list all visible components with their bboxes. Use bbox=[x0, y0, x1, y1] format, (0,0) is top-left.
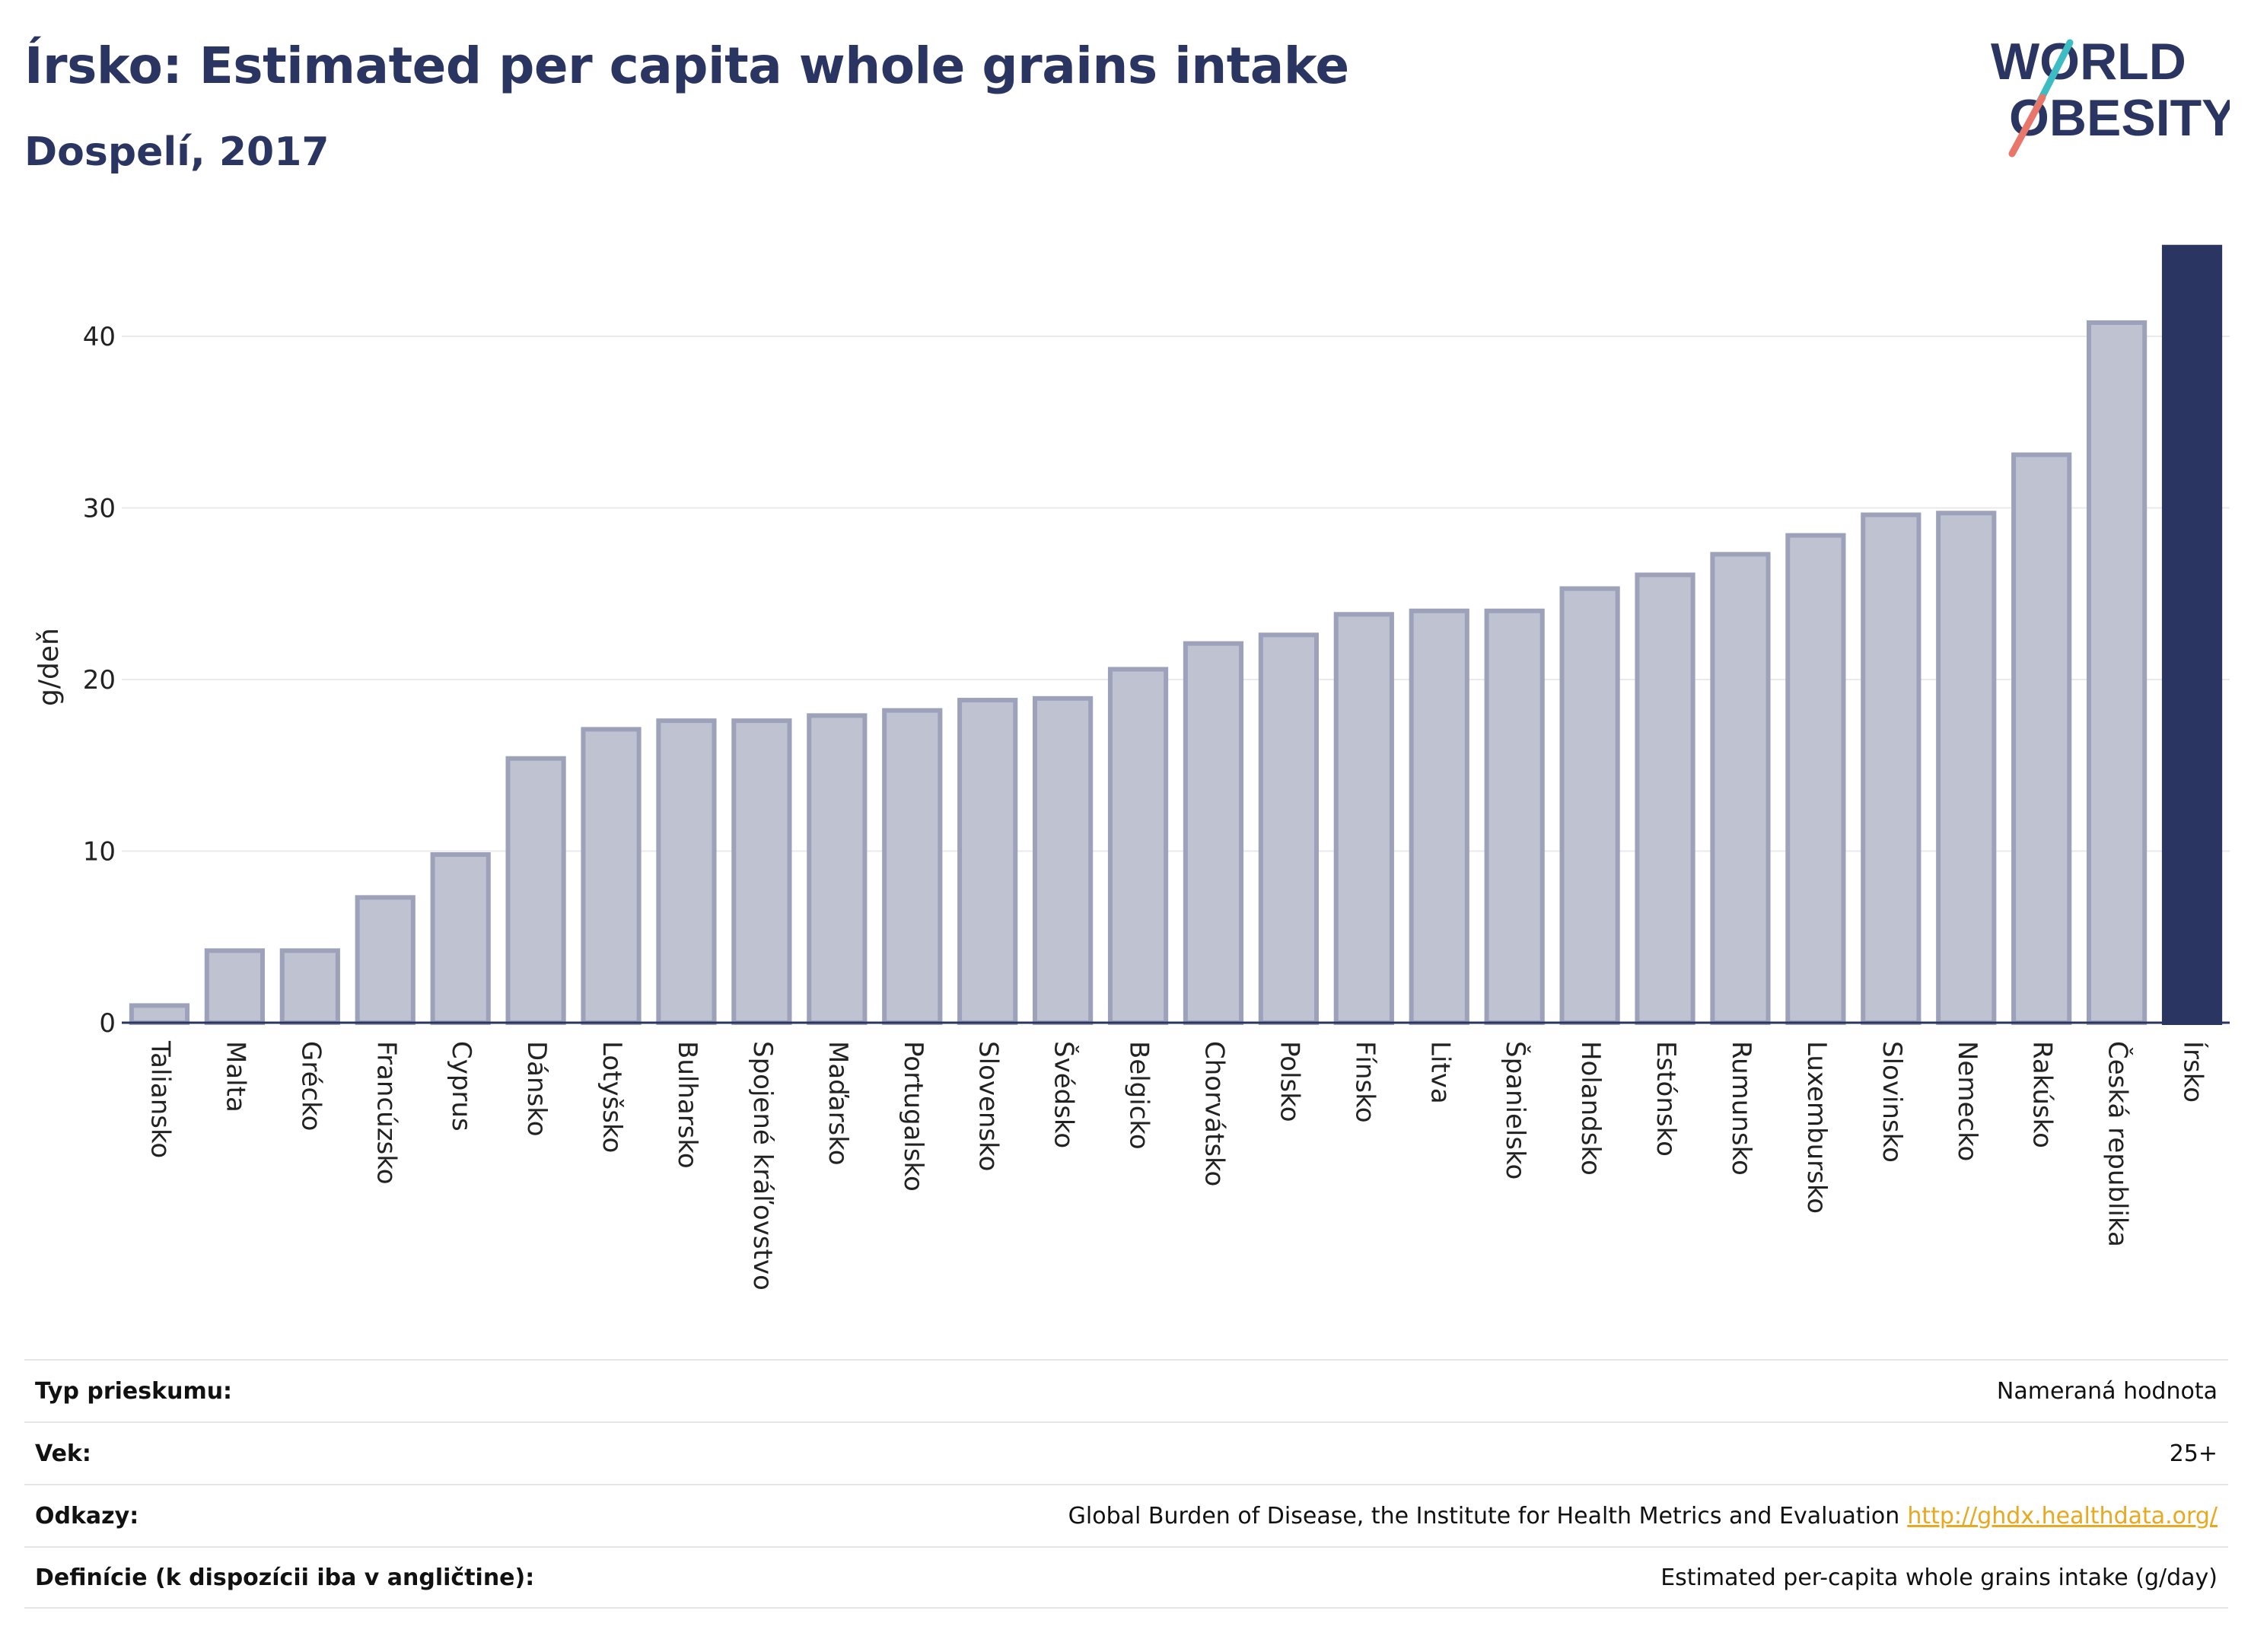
bar-Luxembursko bbox=[1785, 533, 1846, 1025]
bar-Švédsko bbox=[1033, 695, 1094, 1025]
info-key: Definície (k dispozícii iba v angličtine… bbox=[35, 1564, 535, 1591]
x-category-label: Slovensko bbox=[973, 1041, 1004, 1171]
bar-Fínsko bbox=[1333, 612, 1394, 1025]
x-category-label: Slovinsko bbox=[1877, 1041, 1907, 1163]
x-category-label: Francúzsko bbox=[371, 1041, 401, 1185]
x-category-label: Portugalsko bbox=[898, 1041, 928, 1192]
info-row: Typ prieskumu: Nameraná hodnota bbox=[24, 1359, 2228, 1421]
x-category-label: Estónsko bbox=[1651, 1041, 1681, 1157]
bar-Spojené kráľovstvo bbox=[731, 718, 792, 1025]
x-category-label: Španielsko bbox=[1500, 1041, 1531, 1179]
x-category-label: Cyprus bbox=[446, 1041, 476, 1132]
bar-Lotyšsko bbox=[581, 727, 642, 1026]
x-category-label: Švédsko bbox=[1049, 1041, 1080, 1148]
bar-Portugalsko bbox=[882, 708, 943, 1026]
bar-Bulharsko bbox=[656, 718, 717, 1025]
x-category-label: Chorvátsko bbox=[1199, 1041, 1229, 1186]
info-row: Odkazy: Global Burden of Disease, the Ins… bbox=[24, 1484, 2228, 1546]
bar-Dánsko bbox=[505, 756, 566, 1025]
bar-Grécko bbox=[279, 948, 340, 1026]
reference-link[interactable]: http://ghdx.healthdata.org/ bbox=[1907, 1502, 2218, 1529]
x-category-label: Taliansko bbox=[145, 1040, 175, 1158]
bar-Polsko bbox=[1258, 632, 1319, 1025]
info-key: Vek: bbox=[35, 1440, 91, 1467]
x-category-label: Nemecko bbox=[1952, 1041, 1982, 1161]
logo-line2: OBESITY bbox=[2009, 89, 2230, 147]
bar-Slovensko bbox=[957, 698, 1018, 1025]
y-tick-label: 40 bbox=[83, 322, 116, 352]
x-category-label: Grécko bbox=[295, 1041, 326, 1131]
bar-Slovinsko bbox=[1861, 512, 1921, 1025]
info-row: Vek: 25+ bbox=[24, 1421, 2228, 1484]
x-category-label: Polsko bbox=[1274, 1041, 1304, 1122]
bars-layer bbox=[129, 244, 2223, 1026]
x-category-label: Lotyšsko bbox=[597, 1041, 627, 1153]
bar-Nemecko bbox=[1936, 511, 1997, 1025]
y-tick-label: 10 bbox=[83, 837, 116, 867]
x-category-label: Rumunsko bbox=[1726, 1041, 1756, 1176]
bar-Estónsko bbox=[1635, 572, 1695, 1025]
x-category-label: Rakúsko bbox=[2027, 1041, 2058, 1148]
bar-Belgicko bbox=[1107, 667, 1169, 1025]
bar-Írsko bbox=[2161, 244, 2223, 1025]
y-tick-label: 0 bbox=[99, 1008, 116, 1039]
bar-Francúzsko bbox=[355, 895, 415, 1026]
bar-Cyprus bbox=[430, 852, 491, 1026]
y-tick-label: 30 bbox=[83, 494, 116, 524]
x-category-label: Belgicko bbox=[1124, 1041, 1154, 1150]
page-subtitle: Dospelí, 2017 bbox=[24, 129, 330, 175]
x-category-label: Spojené kráľovstvo bbox=[747, 1041, 778, 1291]
info-value: Global Burden of Disease, the Institute … bbox=[1068, 1502, 2218, 1529]
bar-Rakúsko bbox=[2011, 452, 2072, 1025]
y-axis-title: g/deň bbox=[33, 628, 65, 706]
bar-Taliansko bbox=[129, 1003, 190, 1025]
world-obesity-logo: WORLD OBESITY bbox=[1991, 33, 2230, 158]
x-category-label: Česká republika bbox=[2103, 1041, 2134, 1247]
x-category-labels: Taliansko Malta Grécko Francúzsko Cyprus Dáns… bbox=[145, 1040, 2208, 1291]
x-category-label: Maďarsko bbox=[823, 1041, 853, 1166]
bar-chart: 0 10 20 30 40 Taliansko Malta Grécko Francúzsko… bbox=[33, 244, 2230, 1291]
x-category-label: Litva bbox=[1425, 1041, 1455, 1104]
bar-Holandsko bbox=[1559, 586, 1620, 1025]
x-category-label: Holandsko bbox=[1575, 1041, 1606, 1176]
y-tick-labels: 0 10 20 30 40 bbox=[83, 322, 116, 1039]
info-key: Odkazy: bbox=[35, 1502, 139, 1529]
info-key: Typ prieskumu: bbox=[35, 1377, 233, 1405]
x-category-label: Fínsko bbox=[1349, 1041, 1380, 1123]
x-category-label: Luxembursko bbox=[1801, 1041, 1832, 1214]
info-value: Estimated per-capita whole grains intake… bbox=[1660, 1564, 2218, 1591]
x-category-label: Dánsko bbox=[521, 1041, 552, 1137]
bar-Chorvátsko bbox=[1183, 641, 1244, 1026]
x-category-label: Bulharsko bbox=[672, 1041, 702, 1169]
bar-Litva bbox=[1409, 608, 1469, 1025]
x-category-label: Malta bbox=[220, 1041, 250, 1112]
bar-Maďarsko bbox=[807, 713, 868, 1025]
info-row: Definície (k dispozícii iba v angličtine… bbox=[24, 1546, 2228, 1609]
page-title: Írsko: Estimated per capita whole grains… bbox=[24, 37, 1349, 95]
y-tick-label: 20 bbox=[83, 665, 116, 695]
x-category-label: Írsko bbox=[2178, 1041, 2209, 1103]
info-value: 25+ bbox=[2169, 1440, 2218, 1467]
logo-accent-coral bbox=[2008, 94, 2046, 158]
info-value: Nameraná hodnota bbox=[1996, 1377, 2218, 1405]
bar-Malta bbox=[204, 948, 265, 1026]
bar-Rumunsko bbox=[1710, 552, 1771, 1025]
info-table: Typ prieskumu: Nameraná hodnota Vek: 25+ Odk… bbox=[24, 1359, 2228, 1609]
bar-Česká republika bbox=[2087, 320, 2148, 1025]
logo-line1: WORLD bbox=[1991, 33, 2186, 91]
bar-Španielsko bbox=[1484, 608, 1545, 1025]
